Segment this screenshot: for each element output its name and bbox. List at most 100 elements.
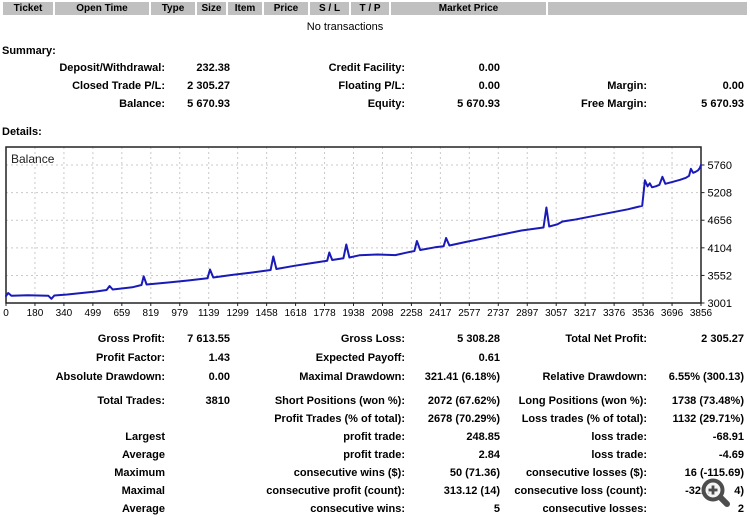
stat-label: Margin: bbox=[607, 80, 647, 92]
row-profit-trades: Profit Trades (% of total): 2678 (70.29%… bbox=[0, 413, 750, 427]
header-cell-open-time: Open Time bbox=[55, 2, 149, 15]
svg-text:3696: 3696 bbox=[661, 308, 684, 319]
svg-text:1618: 1618 bbox=[284, 308, 307, 319]
svg-text:1938: 1938 bbox=[342, 308, 365, 319]
svg-text:499: 499 bbox=[85, 308, 102, 319]
svg-text:3856: 3856 bbox=[690, 308, 713, 319]
row-largest-trade: Largest profit trade: 248.85 loss trade:… bbox=[0, 431, 750, 445]
header-cell-type: Type bbox=[151, 2, 195, 15]
svg-text:3217: 3217 bbox=[574, 308, 597, 319]
stat-value: 1738 (73.48%) bbox=[671, 395, 744, 407]
svg-text:5760: 5760 bbox=[708, 160, 732, 172]
stat-label: Average bbox=[121, 449, 165, 461]
stat-label: Gross Profit: bbox=[97, 333, 165, 345]
header-cell-size: Size bbox=[197, 2, 226, 15]
svg-text:819: 819 bbox=[142, 308, 159, 319]
stat-value: 5 670.93 bbox=[457, 98, 500, 110]
row-average-trade: Average profit trade: 2.84 loss trade: -… bbox=[0, 449, 750, 463]
stat-value: 6.55% (300.13) bbox=[668, 371, 744, 383]
row-closed-trade-pl: Closed Trade P/L: 2 305.27 Floating P/L:… bbox=[0, 80, 750, 94]
stat-label: Total Trades: bbox=[97, 395, 165, 407]
stat-label: Short Positions (won %): bbox=[274, 395, 405, 407]
stat-value: 2.84 bbox=[478, 449, 500, 461]
stat-value: 1.43 bbox=[208, 352, 230, 364]
row-maximal-consecutive: Maximal consecutive profit (count): 313.… bbox=[0, 485, 750, 499]
svg-text:979: 979 bbox=[171, 308, 188, 319]
stat-value-right: 4) bbox=[734, 485, 744, 497]
stat-value: -68.91 bbox=[712, 431, 744, 443]
row-total-trades: Total Trades: 3810 Short Positions (won … bbox=[0, 395, 750, 409]
row-deposit-withdrawal: Deposit/Withdrawal: 232.38 Credit Facili… bbox=[0, 62, 750, 76]
svg-text:659: 659 bbox=[113, 308, 130, 319]
stat-value: 2 305.27 bbox=[701, 333, 744, 345]
stat-label: consecutive losses: bbox=[542, 503, 647, 515]
stat-label: Absolute Drawdown: bbox=[55, 371, 165, 383]
stat-value: 3810 bbox=[205, 395, 230, 407]
stat-label: Relative Drawdown: bbox=[542, 371, 647, 383]
svg-text:3057: 3057 bbox=[545, 308, 568, 319]
stat-label: Long Positions (won %): bbox=[518, 395, 647, 407]
stat-value: 232.38 bbox=[196, 62, 230, 74]
stat-label: Maximal Drawdown: bbox=[299, 371, 405, 383]
row-maximum-consecutive: Maximum consecutive wins ($): 50 (71.36)… bbox=[0, 467, 750, 481]
header-cell-market-price: Market Price bbox=[391, 2, 546, 15]
svg-text:2737: 2737 bbox=[487, 308, 510, 319]
svg-text:3001: 3001 bbox=[708, 298, 732, 310]
stat-value: -4.69 bbox=[718, 449, 744, 461]
chart-title: Balance bbox=[11, 152, 55, 166]
details-heading: Details: bbox=[2, 126, 42, 138]
svg-text:4656: 4656 bbox=[708, 215, 732, 227]
stat-value: 5 670.93 bbox=[701, 98, 744, 110]
balance-chart-svg: 0 180 340 499 659 819 979 1139 1299 1458 1618 1778 1… bbox=[3, 146, 732, 319]
svg-text:3552: 3552 bbox=[708, 270, 732, 282]
stat-label: Maximum bbox=[114, 467, 165, 479]
svg-text:1299: 1299 bbox=[227, 308, 250, 319]
stat-label: Largest bbox=[125, 431, 165, 443]
svg-text:2577: 2577 bbox=[458, 308, 481, 319]
row-absolute-drawdown: Absolute Drawdown: 0.00 Maximal Drawdown… bbox=[0, 371, 750, 385]
stat-value: 0.00 bbox=[208, 371, 230, 383]
svg-text:5208: 5208 bbox=[708, 188, 732, 200]
transactions-table-header: Ticket Open Time Type Size Item Price S … bbox=[3, 2, 747, 15]
svg-text:2258: 2258 bbox=[400, 308, 423, 319]
stat-value: 2072 (67.62%) bbox=[427, 395, 500, 407]
svg-text:4104: 4104 bbox=[708, 243, 732, 255]
stat-label: Credit Facility: bbox=[328, 62, 405, 74]
stat-value: 2678 (70.29%) bbox=[427, 413, 500, 425]
stat-value: 16 (-115.69) bbox=[684, 467, 744, 479]
stat-value: 248.85 bbox=[466, 431, 500, 443]
stat-label: consecutive losses ($): bbox=[525, 467, 647, 479]
svg-text:1458: 1458 bbox=[256, 308, 279, 319]
svg-text:1778: 1778 bbox=[313, 308, 336, 319]
row-average-consecutive: Average consecutive wins: 5 consecutive … bbox=[0, 503, 750, 517]
stat-value: 50 (71.36) bbox=[449, 467, 500, 479]
stat-value: 0.00 bbox=[478, 80, 500, 92]
stat-label: consecutive wins: bbox=[310, 503, 405, 515]
stat-label: consecutive wins ($): bbox=[293, 467, 405, 479]
stat-label: Deposit/Withdrawal: bbox=[59, 62, 165, 74]
stat-label: profit trade: bbox=[343, 431, 405, 443]
svg-text:1139: 1139 bbox=[198, 308, 220, 319]
header-cell-blank bbox=[548, 2, 747, 15]
summary-heading: Summary: bbox=[2, 45, 56, 57]
stat-label: Closed Trade P/L: bbox=[72, 80, 165, 92]
stat-label: Expected Payoff: bbox=[315, 352, 405, 364]
stat-value: 5 670.93 bbox=[187, 98, 230, 110]
stat-label: Profit Trades (% of total): bbox=[274, 413, 405, 425]
stat-label: Maximal bbox=[121, 485, 165, 497]
stat-value: 7 613.55 bbox=[187, 333, 230, 345]
svg-text:3536: 3536 bbox=[632, 308, 655, 319]
row-gross-profit: Gross Profit: 7 613.55 Gross Loss: 5 308… bbox=[0, 333, 750, 347]
row-balance: Balance: 5 670.93 Equity: 5 670.93 Free … bbox=[0, 98, 750, 112]
balance-chart: 0 180 340 499 659 819 979 1139 1299 1458 1618 1778 1… bbox=[0, 145, 750, 320]
row-profit-factor: Profit Factor: 1.43 Expected Payoff: 0.6… bbox=[0, 352, 750, 366]
svg-text:180: 180 bbox=[27, 308, 44, 319]
stat-value: 1132 (29.71%) bbox=[672, 413, 744, 425]
header-cell-item: Item bbox=[228, 2, 262, 15]
svg-text:2098: 2098 bbox=[371, 308, 394, 319]
stat-label: Floating P/L: bbox=[338, 80, 405, 92]
svg-text:2417: 2417 bbox=[429, 308, 452, 319]
stat-value: 313.12 (14) bbox=[443, 485, 500, 497]
stat-label: consecutive profit (count): bbox=[266, 485, 405, 497]
